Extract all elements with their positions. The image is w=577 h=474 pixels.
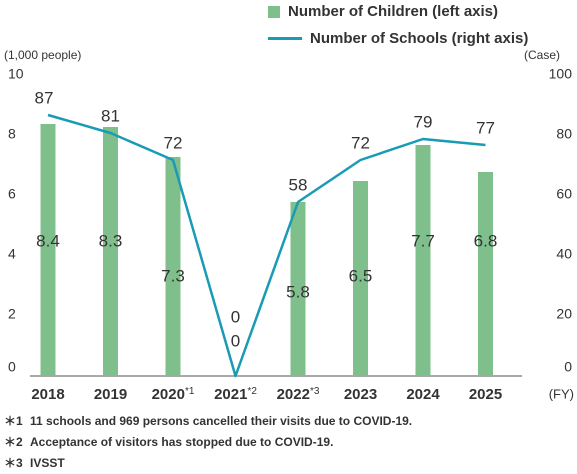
children-value-label: 8.4: [36, 231, 60, 250]
legend-line-swatch: [268, 37, 302, 40]
right-axis-unit: (Case): [524, 48, 561, 62]
right-axis-tick-label: 60: [556, 186, 572, 202]
x-axis-unit: (FY): [549, 386, 574, 401]
children-value-label: 5.8: [286, 282, 310, 301]
left-axis-tick-label: 6: [8, 186, 16, 202]
children-value-label: 8.3: [99, 231, 123, 250]
schools-value-label: 77: [476, 118, 495, 137]
children-value-label: 7.7: [411, 231, 435, 250]
children-bar: [353, 181, 368, 376]
schools-value-label: 79: [414, 112, 433, 131]
schools-line: [47, 113, 486, 378]
right-axis-tick-label: 100: [549, 66, 573, 82]
children-bar: [165, 157, 181, 376]
category-label: 2023: [344, 386, 377, 403]
schools-value-label: 0: [231, 307, 240, 326]
children-bar: [478, 172, 493, 376]
schools-value-label: 72: [351, 133, 370, 152]
footnote-2: ＊2 Acceptance of visitors has stopped due…: [4, 435, 334, 449]
category-label: 2024: [406, 386, 440, 403]
children-bar: [103, 127, 118, 376]
right-axis-tick-label: 0: [564, 359, 572, 375]
legend-children: Number of Children (left axis): [268, 3, 498, 20]
schools-value-label: 58: [289, 175, 308, 194]
left-axis-tick-label: 10: [8, 66, 24, 82]
category-label: 2022*3: [277, 386, 320, 403]
right-axis-tick-label: 20: [556, 306, 572, 322]
left-axis-tick-label: 8: [8, 126, 16, 142]
category-label: 2019: [94, 386, 127, 403]
schools-value-label: 87: [35, 88, 54, 107]
legend-children-label: Number of Children (left axis): [288, 3, 499, 20]
children-value-label: 6.8: [474, 231, 498, 250]
left-axis-tick-label: 0: [8, 359, 16, 375]
left-axis-unit: (1,000 people): [4, 48, 82, 62]
legend-schools: Number of Schools (right axis): [268, 30, 528, 47]
category-label: 2020*1: [152, 386, 195, 403]
schools-value-label: 81: [101, 106, 120, 125]
left-axis-tick-label: 2: [8, 306, 16, 322]
legend-schools-label: Number of Schools (right axis): [310, 30, 529, 47]
left-axis-tick-label: 4: [8, 246, 16, 262]
footnotes: ＊1 11 schools and 969 persons cancelled t…: [4, 411, 412, 474]
schools-value-label: 72: [164, 133, 183, 152]
right-axis-tick-label: 40: [556, 246, 572, 262]
children-bar: [40, 124, 56, 376]
children-bar: [415, 145, 431, 376]
children-value-label: 0: [231, 331, 240, 350]
footnote-1: ＊1 11 schools and 969 persons cancelled t…: [4, 414, 413, 428]
category-label: 2018: [31, 386, 64, 403]
children-value-label: 6.5: [349, 266, 373, 285]
children-value-label: 7.3: [161, 266, 185, 285]
footnote-3: ＊3 IVSST: [4, 456, 65, 470]
legend-bar-swatch: [268, 5, 280, 18]
right-axis-tick-label: 80: [556, 126, 572, 142]
category-label: 2025: [469, 386, 502, 403]
category-label: 2021*2: [214, 386, 257, 403]
children-bar: [290, 202, 306, 376]
